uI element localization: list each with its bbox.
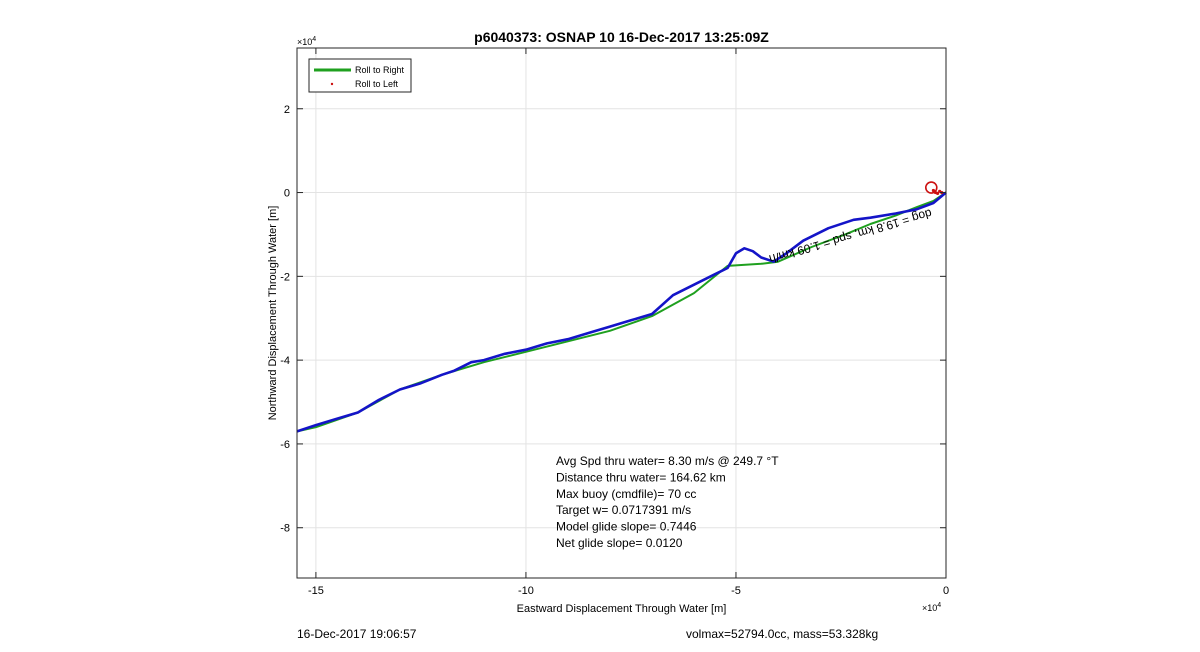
annotation-target-w: Target w= 0.0717391 m/s [556,503,691,517]
annotation-avg-speed: Avg Spd thru water= 8.30 m/s @ 249.7 °T [556,454,779,468]
tick-layer: -15 -10 -5 0 2 0 -2 -4 -6 -8 [280,48,949,597]
x-axis-exponent: ×104 [922,602,941,613]
legend-swatch-roll-to-left [330,82,334,86]
x-exponent-power: 4 [937,602,941,609]
track-rotated-label: dog = 19.8 km, spd = 1.09 km/h [767,206,933,266]
footer-mass-info: volmax=52794.0cc, mass=53.328kg [686,627,879,641]
footer-timestamp: 16-Dec-2017 19:06:57 [297,627,417,641]
y-axis-label: Northward Displacement Through Water [m] [267,206,279,421]
x-tick-label: -15 [308,585,324,597]
x-tick-label: -10 [518,585,534,597]
start-marker-circle [924,181,938,194]
annotation-distance: Distance thru water= 164.62 km [556,470,726,484]
series-layer [296,181,947,433]
y-tick-label: 0 [284,188,290,200]
x-axis-label: Eastward Displacement Through Water [m] [517,603,727,615]
y-axis-exponent: ×104 [297,36,316,47]
y-tick-label: -6 [280,439,290,451]
y-exponent-power: 4 [312,36,316,43]
roll-to-left-point [935,191,940,195]
annotation-model-glide-slope: Model glide slope= 0.7446 [556,520,697,534]
annotation-net-glide-slope: Net glide slope= 0.0120 [556,536,683,550]
stats-annotation: Avg Spd thru water= 8.30 m/s @ 249.7 °T … [556,454,779,550]
legend-label-roll-to-left: Roll to Left [355,79,399,89]
y-tick-label: -8 [280,523,290,535]
y-tick-label: -4 [280,355,290,367]
y-tick-label: -2 [280,271,290,283]
legend-box [308,58,412,93]
grid-layer [297,48,947,578]
series-roll-to-right-line [296,191,947,433]
legend: Roll to Right Roll to Left [308,58,412,93]
legend-label-roll-to-right: Roll to Right [355,65,405,75]
chart-title: p6040373: OSNAP 10 16-Dec-2017 13:25:09Z [474,29,769,45]
x-exponent-base: ×10 [922,603,937,613]
plot-frame [296,47,947,579]
x-tick-label: 0 [943,585,949,597]
annotation-max-buoy: Max buoy (cmdfile)= 70 cc [556,487,696,501]
y-tick-label: 2 [284,104,290,116]
y-exponent-base: ×10 [297,37,312,47]
x-tick-label: -5 [731,585,741,597]
series-track-line [296,191,947,433]
